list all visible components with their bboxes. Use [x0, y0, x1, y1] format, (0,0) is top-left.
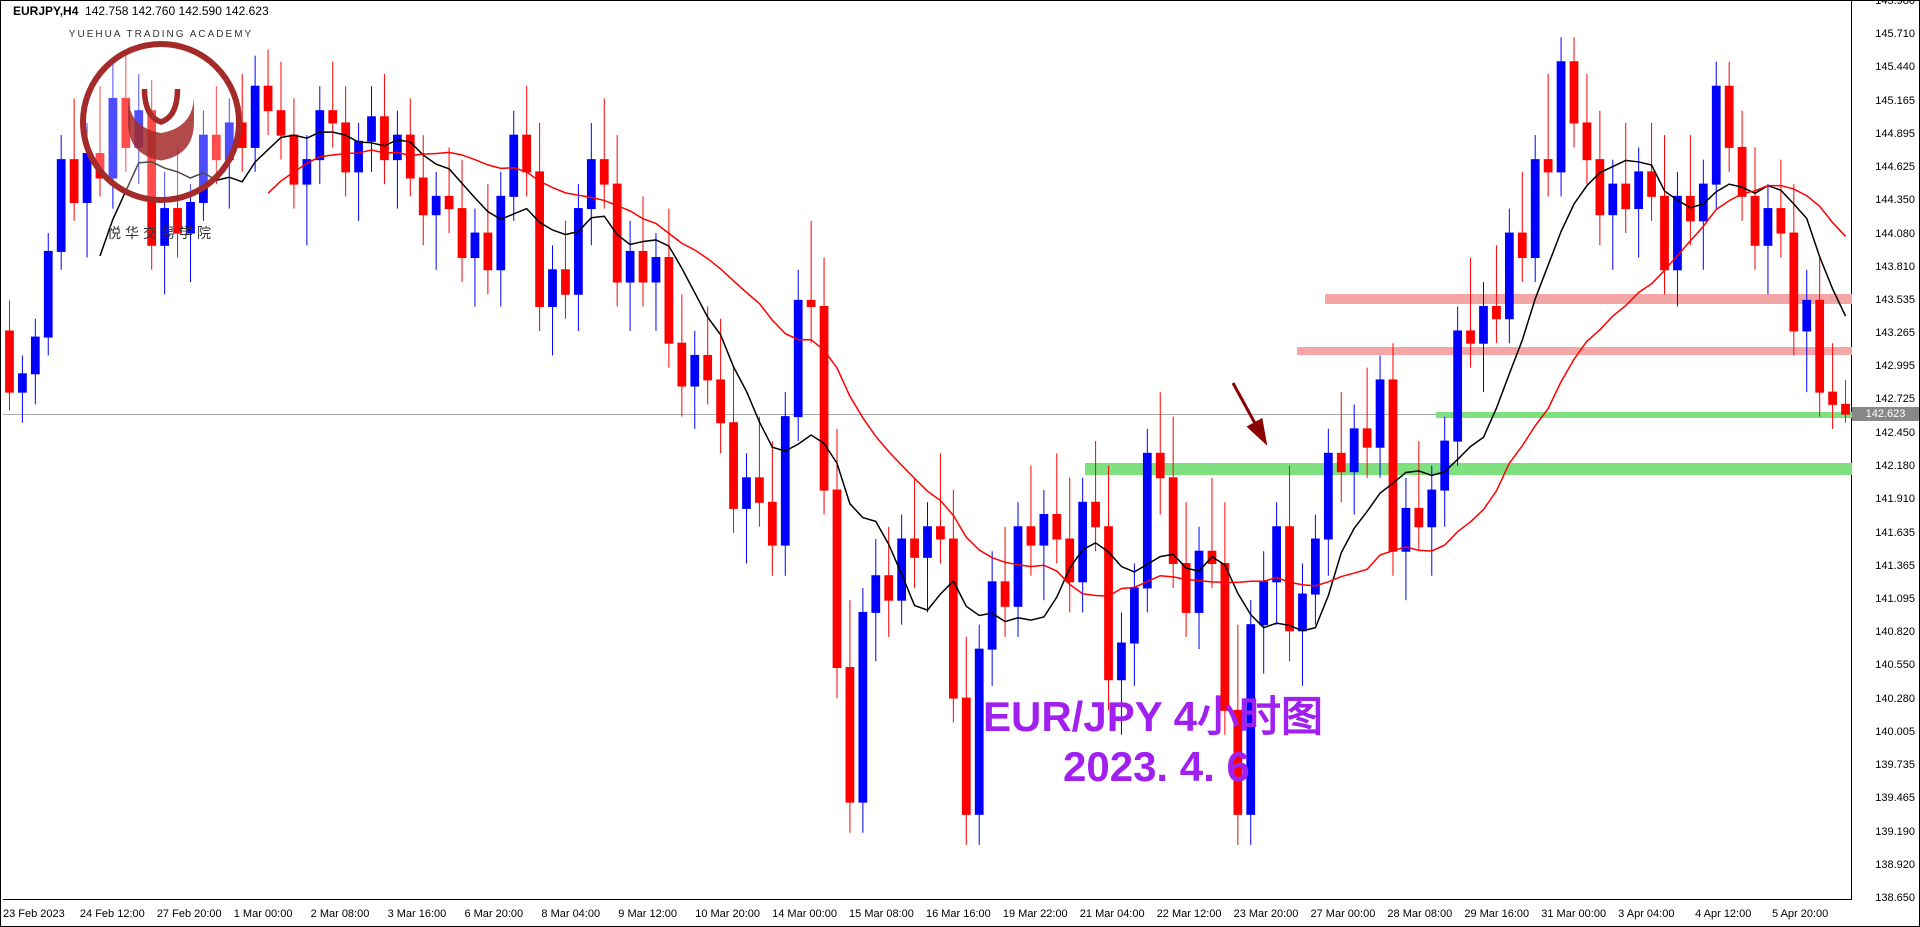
- y-tick-label: 141.365: [1855, 560, 1915, 572]
- y-tick-label: 140.550: [1855, 659, 1915, 671]
- x-tick-label: 10 Mar 20:00: [695, 908, 760, 920]
- y-tick-label: 144.895: [1855, 128, 1915, 140]
- x-tick-label: 4 Apr 12:00: [1695, 908, 1751, 920]
- y-axis: 145.980 145.710 145.440 145.165 144.895 144.6…: [1851, 1, 1919, 900]
- logo-icon: [106, 67, 216, 177]
- y-tick-label: 139.190: [1855, 826, 1915, 838]
- y-tick-label: 139.735: [1855, 759, 1915, 771]
- y-tick-label: 144.080: [1855, 228, 1915, 240]
- x-tick-label: 6 Mar 20:00: [464, 908, 523, 920]
- x-tick-label: 27 Mar 00:00: [1311, 908, 1376, 920]
- y-tick-label: 142.995: [1855, 360, 1915, 372]
- x-tick-label: 5 Apr 20:00: [1772, 908, 1828, 920]
- x-tick-label: 14 Mar 00:00: [772, 908, 837, 920]
- x-tick-label: 23 Mar 20:00: [1234, 908, 1299, 920]
- x-axis: 23 Feb 2023 24 Feb 12:00 27 Feb 20:00 1 Mar…: [3, 899, 1852, 926]
- x-tick-label: 28 Mar 08:00: [1387, 908, 1452, 920]
- y-tick-label: 141.095: [1855, 593, 1915, 605]
- y-tick-label: 142.180: [1855, 460, 1915, 472]
- logo-text-cn: 悦华交易学院: [107, 223, 215, 243]
- logo-text-en: YUEHUA TRADING ACADEMY: [69, 29, 253, 40]
- y-tick-label: 138.920: [1855, 859, 1915, 871]
- x-tick-label: 23 Feb 2023: [3, 908, 65, 920]
- y-tick-label: 143.265: [1855, 327, 1915, 339]
- x-tick-label: 1 Mar 00:00: [234, 908, 293, 920]
- y-tick-label: 138.650: [1855, 892, 1915, 904]
- ohlc-low: 142.590: [179, 4, 222, 18]
- down-arrow-annotation: [3, 3, 1852, 900]
- watermark-logo: YUEHUA TRADING ACADEMY 悦华交易学院: [71, 41, 271, 261]
- plot-area[interactable]: YUEHUA TRADING ACADEMY 悦华交易学院: [3, 3, 1852, 900]
- current-price-marker: 142.623: [1852, 407, 1919, 421]
- y-tick-label: 140.280: [1855, 693, 1915, 705]
- x-tick-label: 27 Feb 20:00: [157, 908, 222, 920]
- x-tick-label: 19 Mar 22:00: [1003, 908, 1068, 920]
- symbol-ohlc-label: EURJPY,H4 142.758 142.760 142.590 142.62…: [13, 4, 269, 18]
- ohlc-open: 142.758: [85, 4, 128, 18]
- y-tick-label: 144.350: [1855, 194, 1915, 206]
- ohlc-close: 142.623: [225, 4, 268, 18]
- x-tick-label: 15 Mar 08:00: [849, 908, 914, 920]
- y-tick-label: 139.465: [1855, 792, 1915, 804]
- y-tick-label: 145.440: [1855, 61, 1915, 73]
- y-tick-label: 141.910: [1855, 493, 1915, 505]
- y-tick-label: 142.450: [1855, 427, 1915, 439]
- x-tick-label: 8 Mar 04:00: [541, 908, 600, 920]
- y-tick-label: 140.005: [1855, 726, 1915, 738]
- x-tick-label: 22 Mar 12:00: [1157, 908, 1222, 920]
- y-tick-label: 143.810: [1855, 261, 1915, 273]
- chart-date-annotation: 2023. 4. 6: [1063, 743, 1250, 791]
- x-tick-label: 21 Mar 04:00: [1080, 908, 1145, 920]
- y-tick-label: 141.635: [1855, 527, 1915, 539]
- y-tick-label: 145.980: [1855, 0, 1915, 7]
- symbol-name: EURJPY,H4: [13, 4, 78, 18]
- y-tick-label: 140.820: [1855, 626, 1915, 638]
- y-tick-label: 142.725: [1855, 393, 1915, 405]
- y-tick-label: 145.710: [1855, 28, 1915, 40]
- x-tick-label: 16 Mar 16:00: [926, 908, 991, 920]
- x-tick-label: 29 Mar 16:00: [1464, 908, 1529, 920]
- x-tick-label: 2 Mar 08:00: [311, 908, 370, 920]
- x-tick-label: 3 Mar 16:00: [388, 908, 447, 920]
- y-tick-label: 145.165: [1855, 95, 1915, 107]
- y-tick-label: 144.625: [1855, 161, 1915, 173]
- x-tick-label: 31 Mar 00:00: [1541, 908, 1606, 920]
- y-tick-label: 143.535: [1855, 294, 1915, 306]
- x-tick-label: 9 Mar 12:00: [618, 908, 677, 920]
- x-tick-label: 3 Apr 04:00: [1618, 908, 1674, 920]
- chart-window: EURJPY,H4 142.758 142.760 142.590 142.62…: [0, 0, 1920, 927]
- x-tick-label: 24 Feb 12:00: [80, 908, 145, 920]
- chart-title-annotation: EUR/JPY 4小时图: [983, 683, 1323, 744]
- ohlc-high: 142.760: [132, 4, 175, 18]
